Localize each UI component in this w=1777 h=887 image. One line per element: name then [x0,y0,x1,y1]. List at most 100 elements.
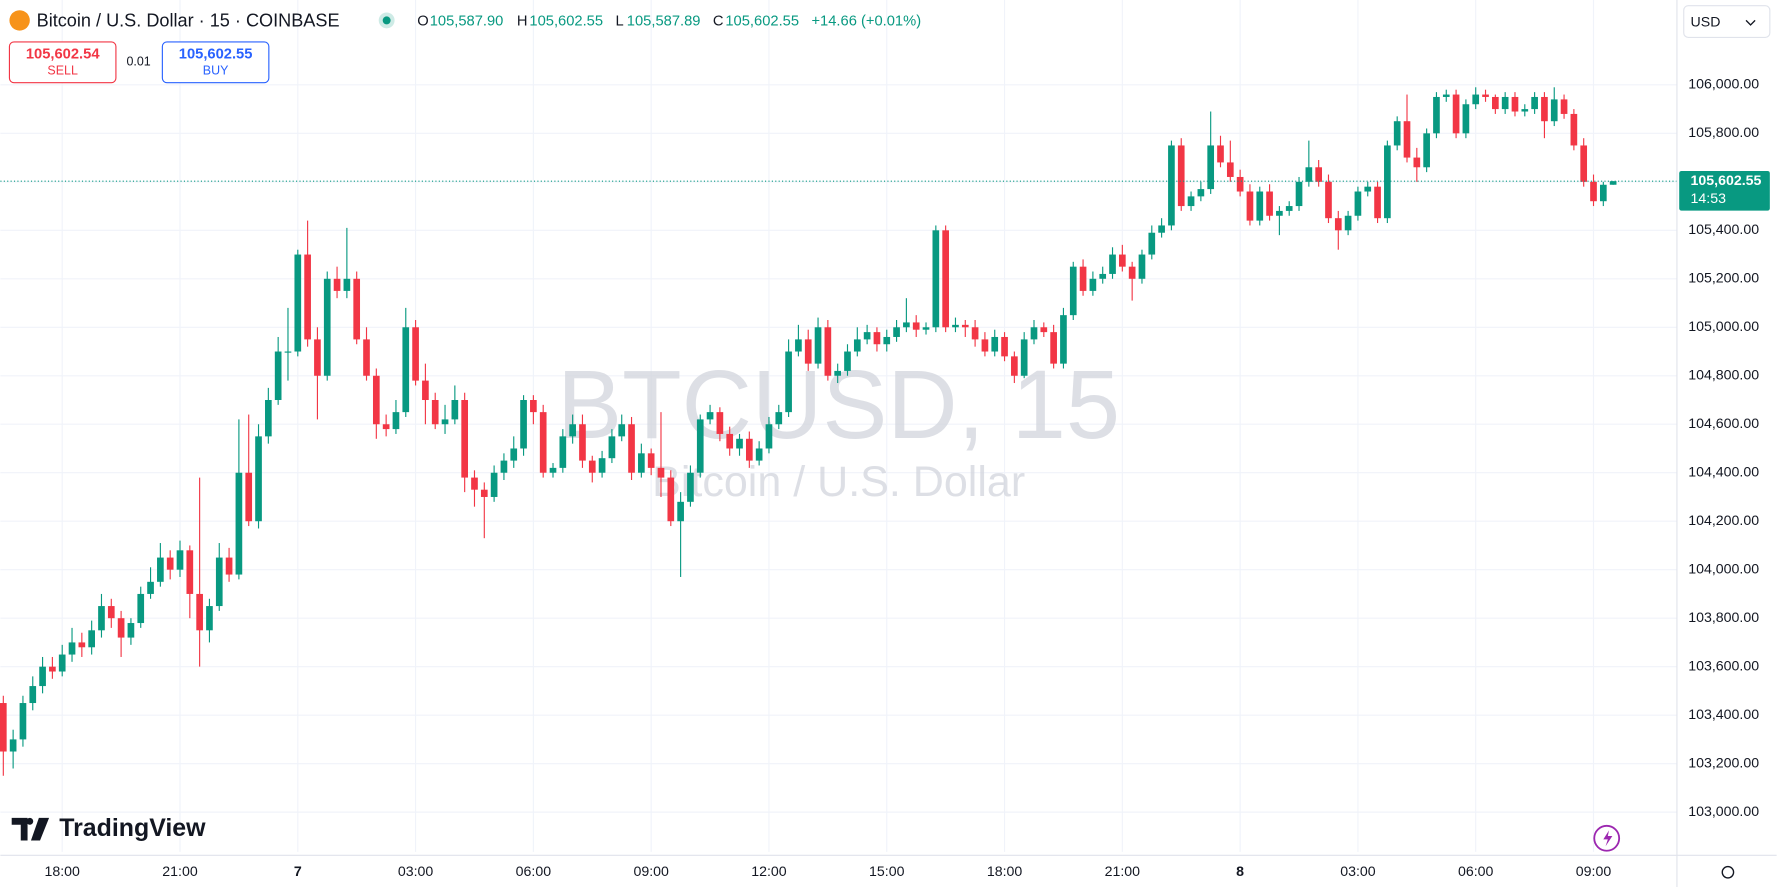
candle-body [441,419,449,425]
candle-body [912,322,920,330]
candle-body [372,375,380,425]
candle-body [530,400,537,413]
candle-body [1423,133,1430,168]
low-label: L [615,13,623,29]
candle-body [480,489,488,497]
candle-body [520,400,527,449]
x-tick-label: 06:00 [516,864,552,880]
candle-body [314,339,321,376]
y-tick-label: 103,800.00 [1688,610,1759,626]
candle-body [1325,181,1332,219]
currency-select[interactable] [1683,5,1771,38]
candle-body [1197,189,1205,197]
candle-body [422,380,429,401]
candle-body [353,278,361,340]
candle-body [147,581,154,594]
x-tick-label: 15:00 [869,864,905,880]
assistant-button[interactable] [1593,824,1621,852]
candle-body [961,324,969,328]
candle-body [647,453,655,468]
candle-body [88,630,95,648]
candle-body [1403,121,1411,158]
candle-body [0,703,7,752]
low-value: 105,587.89 [627,13,701,29]
candle-body [1374,186,1381,219]
candle-body [1590,181,1597,202]
candle-body [402,327,410,413]
buy-label: BUY [203,64,229,78]
candle-body [1364,186,1372,192]
candle-body [1119,254,1126,267]
candle-body [1226,162,1234,177]
candle-body [1433,96,1440,134]
candle-body [628,424,635,473]
candle-body [1246,191,1254,221]
candle-body [1030,327,1038,340]
high-value: 105,602.55 [529,13,603,29]
candle-body [1580,145,1588,182]
candle-body [991,336,999,352]
candle-body [873,332,881,345]
close-label: C [713,13,724,29]
x-tick-label: 09:00 [633,864,669,880]
y-tick-label: 103,400.00 [1688,707,1759,723]
candle-body [343,278,351,291]
candle-body [39,666,46,687]
sell-button[interactable] [8,41,117,84]
settings-button[interactable] [1721,865,1735,879]
sell-price: 105,602.54 [26,46,100,62]
watermark-symbol: BTCUSD, 15 [557,350,1120,459]
candle-body [638,453,645,473]
buy-button[interactable] [161,41,270,84]
candle-body [19,703,27,740]
candle-body [1501,96,1509,110]
candle-body [1158,225,1165,233]
candle-body [500,460,508,473]
x-tick-label: 8 [1236,864,1244,880]
candle-body [1315,167,1322,182]
candle-body [29,686,37,704]
y-tick-label: 103,000.00 [1688,804,1759,820]
candle-body [1050,332,1057,364]
open-value: 105,587.90 [430,13,504,29]
candle-body [461,400,469,478]
candle-body [1276,210,1283,216]
y-tick-label: 104,800.00 [1688,367,1759,383]
y-tick-label: 103,600.00 [1688,658,1759,674]
candle-body [1099,273,1107,279]
candle-body [726,433,734,449]
candle-body [1344,215,1352,231]
candle-body [785,351,792,413]
y-tick-label: 104,400.00 [1688,464,1759,480]
candle-body [706,412,714,420]
logo-text: TradingView [59,814,206,842]
candle-body [795,339,802,352]
candle-body [539,412,547,473]
candle-body [1168,145,1175,226]
candle-body [1560,99,1568,114]
candle-body [677,501,684,522]
candle-body [667,477,675,522]
candle-body [1393,121,1401,146]
candle-body [235,472,243,575]
candle-body [932,230,940,328]
candle-body [1128,266,1136,279]
candle-body [157,557,164,582]
candle-body [716,412,724,434]
candle-body [225,557,233,575]
candle-body [1550,99,1558,122]
candle-body [1472,94,1480,105]
currency-caret [1745,19,1756,26]
candle-body [598,458,606,473]
change-value: +14.66 (+0.01%) [811,13,921,29]
candle-body [981,339,989,352]
candle-body [765,424,773,449]
x-tick-label: 12:00 [751,864,787,880]
candle-body [1285,206,1293,211]
candle-body [1187,196,1195,207]
candle-body [58,654,66,672]
candle-body [1148,232,1156,255]
open-label: O [417,13,428,29]
last-price-box [1679,171,1770,211]
